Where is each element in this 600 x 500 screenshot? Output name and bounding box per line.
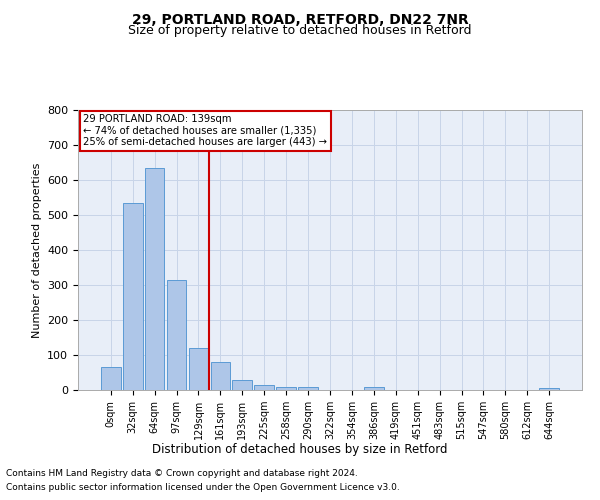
Bar: [539, 388, 559, 390]
Text: Contains HM Land Registry data © Crown copyright and database right 2024.: Contains HM Land Registry data © Crown c…: [6, 468, 358, 477]
Bar: [167, 280, 187, 390]
Y-axis label: Number of detached properties: Number of detached properties: [32, 162, 41, 338]
Text: Size of property relative to detached houses in Retford: Size of property relative to detached ho…: [128, 24, 472, 37]
Bar: [101, 367, 121, 390]
Bar: [145, 168, 164, 390]
Bar: [232, 380, 252, 390]
Bar: [123, 203, 143, 390]
Bar: [276, 386, 296, 390]
Bar: [298, 386, 318, 390]
Text: Distribution of detached houses by size in Retford: Distribution of detached houses by size …: [152, 442, 448, 456]
Text: 29, PORTLAND ROAD, RETFORD, DN22 7NR: 29, PORTLAND ROAD, RETFORD, DN22 7NR: [131, 12, 469, 26]
Bar: [254, 385, 274, 390]
Text: 29 PORTLAND ROAD: 139sqm
← 74% of detached houses are smaller (1,335)
25% of sem: 29 PORTLAND ROAD: 139sqm ← 74% of detach…: [83, 114, 327, 148]
Bar: [364, 387, 384, 390]
Text: Contains public sector information licensed under the Open Government Licence v3: Contains public sector information licen…: [6, 484, 400, 492]
Bar: [188, 348, 208, 390]
Bar: [211, 362, 230, 390]
